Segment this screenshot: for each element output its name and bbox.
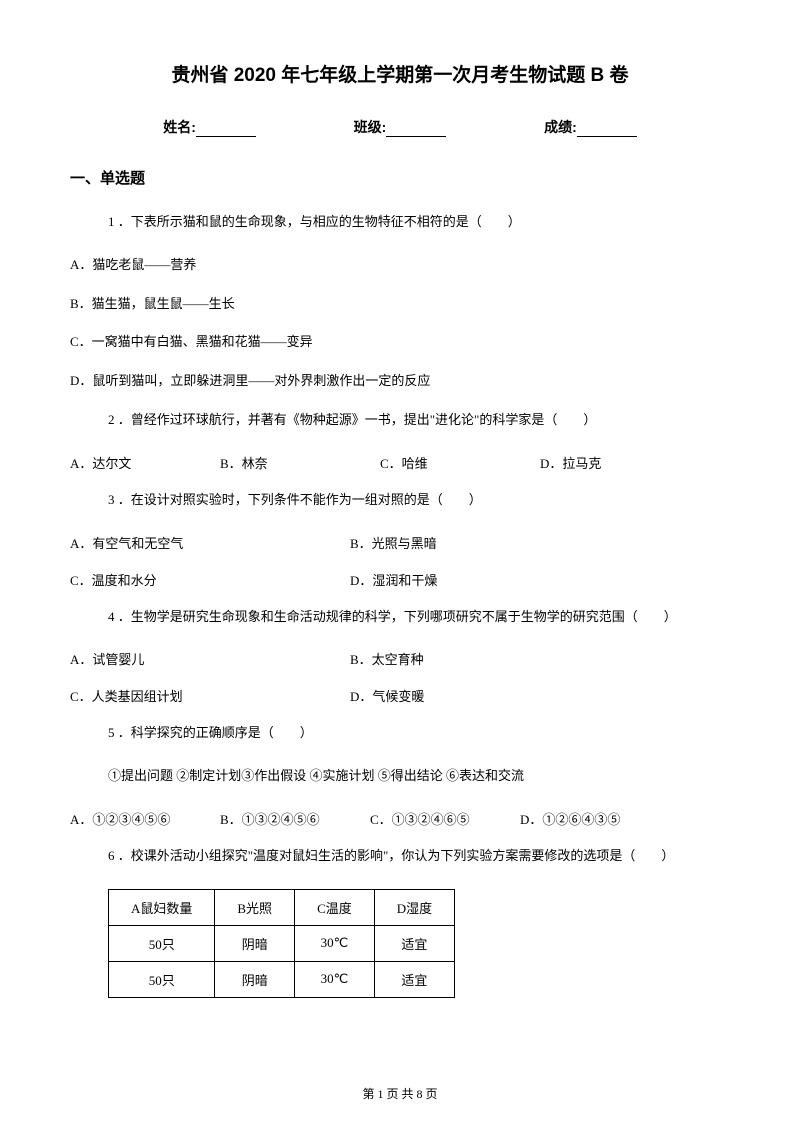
q2-option-a: A．达尔文 — [70, 453, 220, 472]
table-cell: 阴暗 — [215, 961, 295, 997]
score-label: 成绩: — [544, 117, 577, 137]
q4-options-row1: A．试管婴儿 B．太空育种 — [70, 649, 730, 668]
table-header: B光照 — [215, 889, 295, 925]
table-row: 50只 阴暗 30℃ 适宜 — [109, 961, 455, 997]
q4-option-a: A．试管婴儿 — [70, 649, 350, 668]
table-header: D湿度 — [374, 889, 454, 925]
table-cell: 30℃ — [295, 961, 375, 997]
question-3-text: 3 ．在设计对照实验时，下列条件不能作为一组对照的是（ ） — [108, 490, 730, 511]
page-footer: 第 1 页 共 8 页 — [0, 1085, 800, 1102]
q3-option-c: C．温度和水分 — [70, 570, 350, 589]
q4-options-row2: C．人类基因组计划 D．气候变暖 — [70, 686, 730, 705]
class-blank[interactable] — [386, 121, 446, 137]
q3-option-a: A．有空气和无空气 — [70, 533, 350, 552]
q5-option-c: C．①③②④⑥⑤ — [370, 809, 520, 828]
table-cell: 30℃ — [295, 925, 375, 961]
question-5-text: 5 ．科学探究的正确顺序是（ ） — [108, 723, 730, 744]
section-header: 一、单选题 — [70, 167, 730, 188]
q4-option-b: B．太空育种 — [350, 649, 424, 668]
q4-option-d: D．气候变暖 — [350, 686, 424, 705]
student-info-row: 姓名: 班级: 成绩: — [70, 117, 730, 137]
q1-option-b: B．猫生猫，鼠生鼠——生长 — [70, 294, 730, 315]
table-cell: 阴暗 — [215, 925, 295, 961]
q3-option-b: B．光照与黑暗 — [350, 533, 437, 552]
q1-option-d: D．鼠听到猫叫，立即躲进洞里——对外界刺激作出一定的反应 — [70, 371, 730, 392]
table-row: 50只 阴暗 30℃ 适宜 — [109, 925, 455, 961]
q5-option-a: A．①②③④⑤⑥ — [70, 809, 220, 828]
page-title: 贵州省 2020 年七年级上学期第一次月考生物试题 B 卷 — [70, 60, 730, 87]
q2-options: A．达尔文 B．林奈 C．哈维 D．拉马克 — [70, 453, 730, 472]
class-label: 班级: — [354, 117, 387, 137]
question-6-text: 6 ．校课外活动小组探究"温度对鼠妇生活的影响"，你认为下列实验方案需要修改的选… — [108, 846, 730, 867]
q2-option-b: B．林奈 — [220, 453, 380, 472]
name-label: 姓名: — [163, 117, 196, 137]
table-cell: 50只 — [109, 961, 215, 997]
q4-option-c: C．人类基因组计划 — [70, 686, 350, 705]
table-cell: 50只 — [109, 925, 215, 961]
q5-options: A．①②③④⑤⑥ B．①③②④⑤⑥ C．①③②④⑥⑤ D．①②⑥④③⑤ — [70, 809, 730, 828]
question-1-text: 1 ．下表所示猫和鼠的生命现象，与相应的生物特征不相符的是（ ） — [108, 212, 730, 233]
q1-option-c: C．一窝猫中有白猫、黑猫和花猫——变异 — [70, 332, 730, 353]
score-blank[interactable] — [577, 121, 637, 137]
q1-option-a: A．猫吃老鼠——营养 — [70, 255, 730, 276]
table-header: C温度 — [295, 889, 375, 925]
table-cell: 适宜 — [374, 961, 454, 997]
q2-option-d: D．拉马克 — [540, 453, 601, 472]
question-4-text: 4 ．生物学是研究生命现象和生命活动规律的科学，下列哪项研究不属于生物学的研究范… — [108, 607, 730, 628]
name-blank[interactable] — [196, 121, 256, 137]
q5-option-b: B．①③②④⑤⑥ — [220, 809, 370, 828]
question-2-text: 2 ．曾经作过环球航行，并著有《物种起源》一书，提出"进化论"的科学家是（ ） — [108, 410, 730, 431]
q3-option-d: D．湿润和干燥 — [350, 570, 437, 589]
table-header-row: A鼠妇数量 B光照 C温度 D湿度 — [109, 889, 455, 925]
q3-options-row2: C．温度和水分 D．湿润和干燥 — [70, 570, 730, 589]
table-cell: 适宜 — [374, 925, 454, 961]
q2-option-c: C．哈维 — [380, 453, 540, 472]
q5-option-d: D．①②⑥④③⑤ — [520, 809, 620, 828]
q6-table: A鼠妇数量 B光照 C温度 D湿度 50只 阴暗 30℃ 适宜 50只 阴暗 3… — [108, 889, 455, 998]
question-5-steps: ①提出问题 ②制定计划③作出假设 ④实施计划 ⑤得出结论 ⑥表达和交流 — [108, 766, 730, 787]
q3-options-row1: A．有空气和无空气 B．光照与黑暗 — [70, 533, 730, 552]
table-header: A鼠妇数量 — [109, 889, 215, 925]
